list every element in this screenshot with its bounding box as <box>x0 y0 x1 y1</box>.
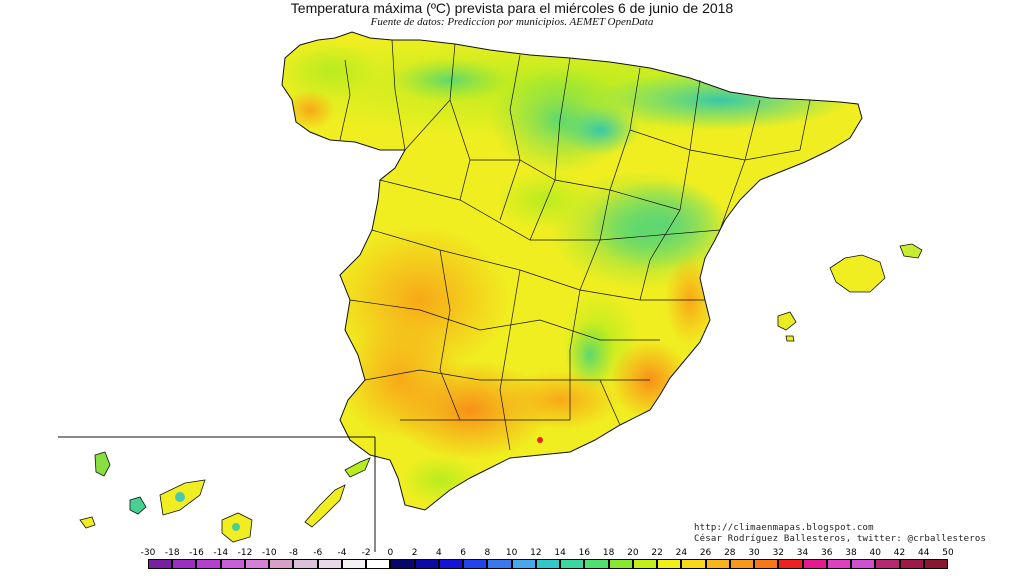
legend-label: 10 <box>505 548 518 558</box>
legend-label: 28 <box>724 548 736 558</box>
legend-color-box <box>390 559 415 569</box>
legend-color-box <box>341 559 367 569</box>
legend-color-box <box>269 559 294 569</box>
legend-label: -6 <box>313 548 323 558</box>
blog-credit: http://climaenmapas.blogspot.com <box>694 523 874 533</box>
legend-color-box <box>414 559 439 569</box>
legend-label: 20 <box>627 548 639 558</box>
legend-color-box <box>172 559 197 569</box>
legend-label: 30 <box>748 548 760 558</box>
legend-color-box <box>463 559 488 569</box>
legend-color-box <box>560 559 585 569</box>
legend-label: 32 <box>772 548 785 558</box>
legend-color-box <box>487 559 512 569</box>
legend-label: -18 <box>164 548 180 558</box>
legend-color-box <box>729 559 755 569</box>
legend-color-box <box>293 559 318 569</box>
legend-color-box <box>584 559 609 569</box>
legend-label: -2 <box>361 548 371 558</box>
legend-label: -8 <box>288 548 298 558</box>
legend-color-box <box>851 559 876 569</box>
legend-label: 44 <box>918 548 930 558</box>
legend-color-box <box>899 559 924 569</box>
legend-color-box <box>705 559 730 569</box>
legend-label: 18 <box>602 548 615 558</box>
balearic-islands <box>777 243 923 342</box>
legend-label: 40 <box>869 548 881 558</box>
legend-color-box <box>632 559 658 569</box>
legend-color-box <box>317 559 342 569</box>
legend-label: 50 <box>942 548 954 558</box>
map-subtitle: Fuente de datos: Prediccion por municipi… <box>370 16 654 28</box>
legend-color-box <box>608 559 633 569</box>
legend-label: -4 <box>337 548 347 558</box>
map-title: Temperatura máxima (ºC) prevista para el… <box>290 0 734 16</box>
legend-color-box <box>923 559 948 569</box>
legend-color-box <box>826 559 852 569</box>
legend-label: 36 <box>821 548 833 558</box>
legend-label: 2 <box>411 548 418 558</box>
legend-label: -10 <box>261 548 277 558</box>
legend-color-box <box>535 559 561 569</box>
legend-label: 16 <box>578 548 591 558</box>
legend-color-box <box>681 559 706 569</box>
legend-label: 0 <box>387 548 394 558</box>
legend-color-box <box>754 559 779 569</box>
legend-label: 24 <box>675 548 688 558</box>
legend-label: 8 <box>484 548 491 558</box>
legend-color-box <box>366 559 391 569</box>
legend-label: 14 <box>554 548 566 558</box>
canary-inset <box>58 436 376 552</box>
legend-color-box <box>511 559 536 569</box>
legend-color-box <box>438 559 464 569</box>
legend-color-box <box>657 559 682 569</box>
peninsula-temperature-field <box>282 32 862 510</box>
legend-color-box <box>802 559 827 569</box>
legend-label: 38 <box>845 548 857 558</box>
legend-label: 34 <box>796 548 809 558</box>
legend-color-box <box>244 559 270 569</box>
legend-label: 22 <box>651 548 663 558</box>
legend-label: 42 <box>893 548 906 558</box>
legend-color-box <box>196 559 221 569</box>
legend-label: -12 <box>237 548 253 558</box>
legend-color-box <box>220 559 245 569</box>
legend-color-box <box>148 559 173 569</box>
author-credit: César Rodríguez Ballesteros, twitter: @c… <box>694 534 987 544</box>
legend-label: -14 <box>213 548 229 558</box>
legend-label: -30 <box>140 548 156 558</box>
province-borders <box>339 39 811 451</box>
legend-label: 4 <box>436 548 442 558</box>
legend-label: -16 <box>189 548 204 558</box>
legend-label: 12 <box>530 548 542 558</box>
legend-label: 6 <box>460 548 467 558</box>
legend-label: 26 <box>699 548 712 558</box>
legend-color-box <box>875 559 900 569</box>
legend-color-box <box>778 559 803 569</box>
